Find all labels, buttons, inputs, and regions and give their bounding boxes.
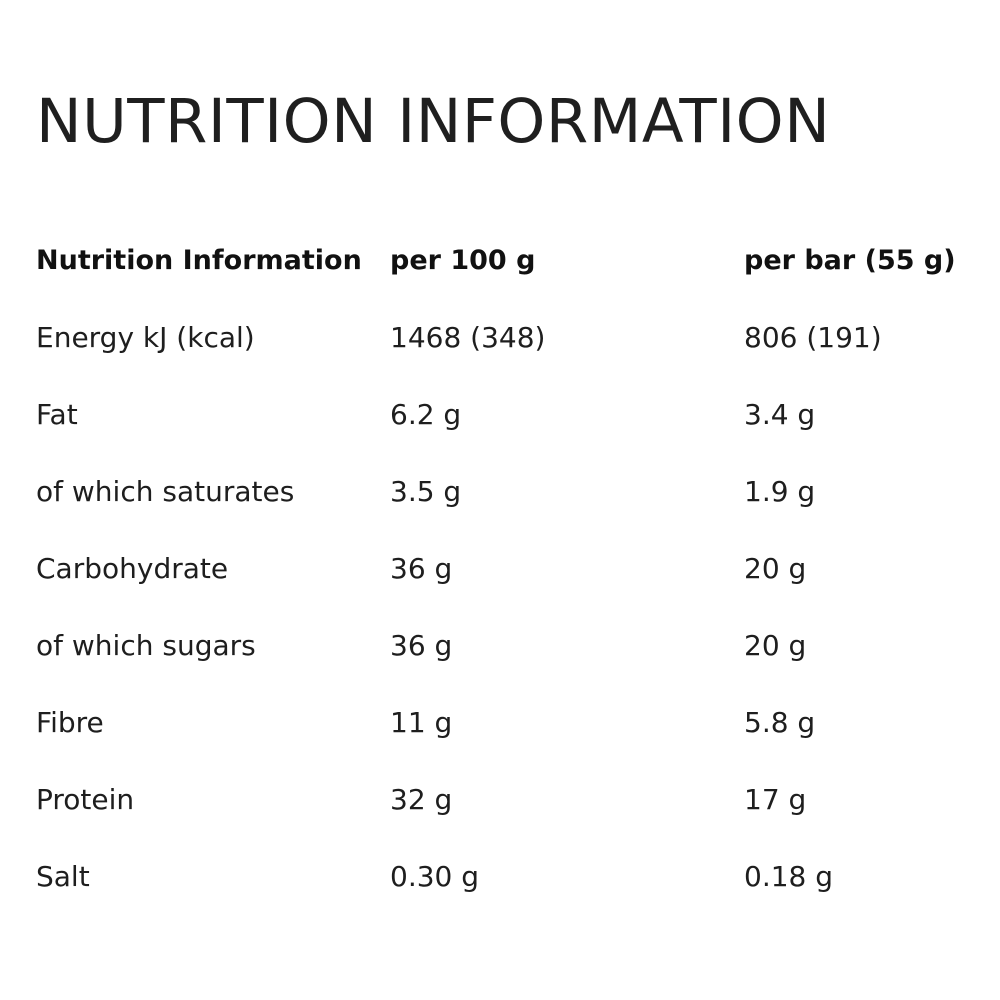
value-per-bar: 20 g bbox=[744, 552, 807, 585]
value-per-100g: 36 g bbox=[390, 629, 453, 662]
value-per-bar: 17 g bbox=[744, 783, 807, 816]
value-per-100g: 1468 (348) bbox=[390, 321, 546, 354]
header-per-100g: per 100 g bbox=[390, 245, 536, 276]
table-row: of which sugars 36 g 20 g bbox=[36, 607, 986, 684]
table-row: Carbohydrate 36 g 20 g bbox=[36, 530, 986, 607]
value-per-100g: 32 g bbox=[390, 783, 453, 816]
value-per-100g: 11 g bbox=[390, 706, 453, 739]
table-row: of which saturates 3.5 g 1.9 g bbox=[36, 453, 986, 530]
value-per-bar: 0.18 g bbox=[744, 860, 834, 893]
nutrient-name: Fibre bbox=[36, 706, 104, 739]
page-title: NUTRITION INFORMATION bbox=[36, 86, 831, 157]
nutrient-name: of which sugars bbox=[36, 629, 256, 662]
table-row: Fibre 11 g 5.8 g bbox=[36, 684, 986, 761]
header-nutrient: Nutrition Information bbox=[36, 245, 362, 276]
nutrient-name: Fat bbox=[36, 398, 78, 431]
value-per-100g: 6.2 g bbox=[390, 398, 462, 431]
value-per-bar: 806 (191) bbox=[744, 321, 882, 354]
nutrient-name: Carbohydrate bbox=[36, 552, 229, 585]
nutrient-name: Salt bbox=[36, 860, 90, 893]
value-per-100g: 0.30 g bbox=[390, 860, 480, 893]
value-per-100g: 36 g bbox=[390, 552, 453, 585]
value-per-bar: 3.4 g bbox=[744, 398, 816, 431]
header-per-bar: per bar (55 g) bbox=[744, 245, 956, 276]
table-row: Energy kJ (kcal) 1468 (348) 806 (191) bbox=[36, 299, 986, 376]
value-per-100g: 3.5 g bbox=[390, 475, 462, 508]
table-row: Salt 0.30 g 0.18 g bbox=[36, 838, 986, 915]
value-per-bar: 20 g bbox=[744, 629, 807, 662]
table-row: Fat 6.2 g 3.4 g bbox=[36, 376, 986, 453]
nutrient-name: of which saturates bbox=[36, 475, 295, 508]
nutrition-table: Nutrition Information per 100 g per bar … bbox=[36, 222, 986, 915]
nutrient-name: Protein bbox=[36, 783, 135, 816]
value-per-bar: 1.9 g bbox=[744, 475, 816, 508]
table-row: Protein 32 g 17 g bbox=[36, 761, 986, 838]
nutrient-name: Energy kJ (kcal) bbox=[36, 321, 255, 354]
value-per-bar: 5.8 g bbox=[744, 706, 816, 739]
table-header-row: Nutrition Information per 100 g per bar … bbox=[36, 222, 986, 299]
